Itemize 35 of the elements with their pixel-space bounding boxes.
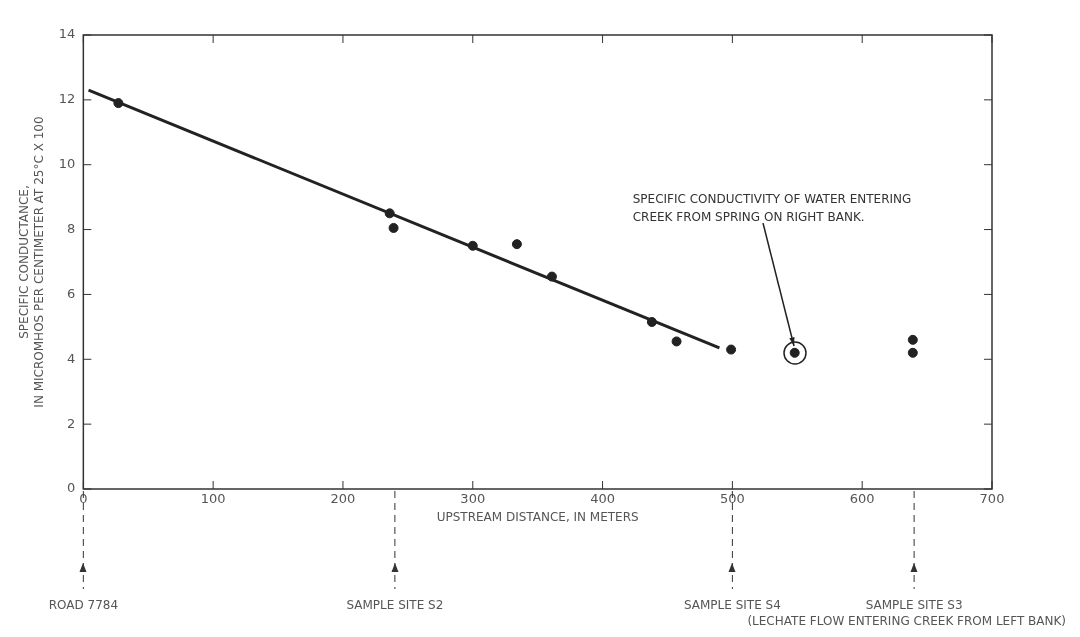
- y-tick-label: 2: [67, 415, 76, 431]
- x-axis-title: UPSTREAM DISTANCE, IN METERS: [436, 509, 639, 524]
- y-tick-label: 4: [67, 350, 76, 366]
- y-tick-label: 6: [67, 285, 76, 301]
- point: [907, 334, 918, 345]
- y-tick-label: 8: [67, 220, 76, 236]
- x-tick-label: 400: [590, 491, 615, 507]
- x-tick-label: 300: [460, 491, 486, 507]
- ref-line-label: ROAD 7784: [48, 598, 119, 612]
- annotation: SPECIFIC CONDUCTIVITY OF WATER ENTERING CREEK FROM SPRING ON RIGHT BANK.: [632, 191, 912, 224]
- x-tick-label: 200: [330, 491, 356, 507]
- y-tick-label: 10: [58, 156, 76, 172]
- y-tick-label: 12: [58, 91, 76, 107]
- x-tick-label: 100: [200, 491, 226, 507]
- ref-line-label: SAMPLE SITE S2: [346, 598, 444, 612]
- point: [671, 336, 682, 347]
- point: [467, 240, 478, 251]
- point: [726, 344, 737, 355]
- point: [113, 98, 124, 109]
- text: (LECHATE FLOW ENTERING CREEK FROM LEFT BANK): [747, 614, 1066, 628]
- x-tick-label: 600: [849, 491, 875, 507]
- ref-line-label: SAMPLE SITE S3: [865, 598, 963, 612]
- ref-line-label: SAMPLE SITE S4: [683, 598, 781, 612]
- x-tick-label: 0: [79, 491, 88, 507]
- y-tick-label: 0: [67, 480, 76, 496]
- point: [511, 239, 522, 250]
- point: [646, 316, 657, 327]
- x-tick-label: 500: [719, 491, 745, 507]
- point: [384, 208, 395, 219]
- point: [388, 222, 399, 233]
- point: [907, 347, 918, 358]
- y-tick-label: 14: [58, 26, 76, 42]
- y-axis-title: SPECIFIC CONDUCTANCE, IN MICROMHOS PER CENTIMETER AT 25°C X 100: [17, 116, 46, 408]
- point: [546, 271, 557, 282]
- x-tick-label: 700: [979, 491, 1005, 507]
